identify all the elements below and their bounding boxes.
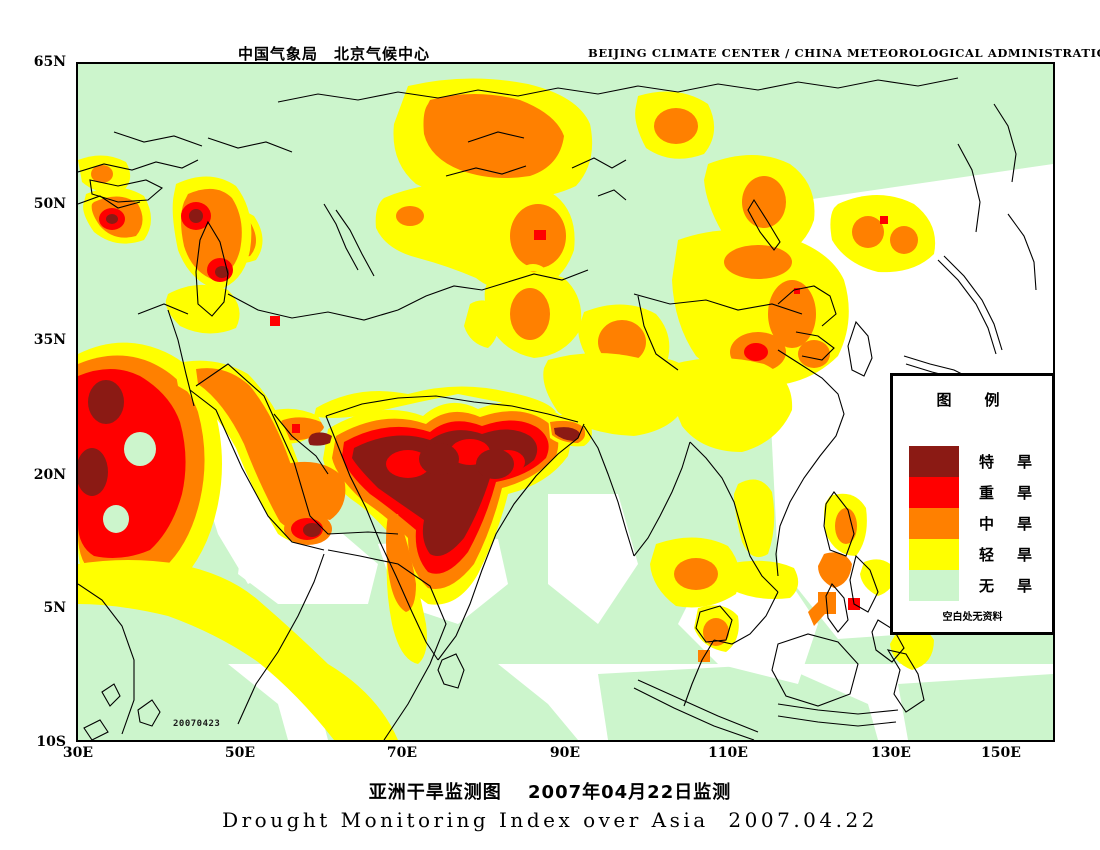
header-agency-english: BEIJING CLIMATE CENTER / CHINA METEOROLO…	[588, 46, 1100, 60]
y-axis-tick-65n: 65N	[33, 54, 66, 70]
y-axis-tick-20n: 20N	[33, 467, 66, 483]
legend-title: 图 例	[936, 391, 1009, 409]
legend-label-moderate: 中 旱	[979, 515, 1037, 533]
footer-title-english: Drought Monitoring Index over Asia 2007.…	[222, 808, 878, 832]
drought-region-north-china	[632, 229, 849, 452]
legend-label-severe: 重 旱	[979, 484, 1037, 502]
x-axis-tick-50e: 50E	[224, 745, 256, 761]
y-axis-tick-10s: 10S	[36, 734, 66, 750]
coastline-layer	[78, 77, 1037, 740]
x-axis-tick-110e: 110E	[708, 745, 748, 761]
drought-region-east-africa	[78, 284, 398, 740]
y-axis-tick-35n: 35N	[33, 332, 66, 348]
drought-region-west-siberia	[393, 78, 715, 198]
footer-title-chinese: 亚洲干旱监测图 2007年04月22日监测	[368, 782, 732, 803]
drought-region-india	[252, 386, 592, 664]
drought-region-caspian	[83, 176, 252, 290]
x-axis-tick-90e: 90E	[549, 745, 581, 761]
map-plot-frame	[76, 62, 1055, 742]
legend-swatch-severe	[909, 477, 959, 508]
legend-item-severe: 重 旱	[909, 477, 1049, 508]
legend-item-extreme: 特 旱	[909, 446, 1049, 477]
legend-item-none: 无 旱	[909, 570, 1049, 601]
legend-swatch-extreme	[909, 446, 959, 477]
x-axis-tick-150e: 150E	[981, 745, 1021, 761]
map-date-stamp: 20070423	[173, 719, 221, 729]
x-axis-tick-70e: 70E	[386, 745, 418, 761]
y-axis-tick-50n: 50N	[33, 196, 66, 212]
legend-item-moderate: 中 旱	[909, 508, 1049, 539]
legend-swatch-moderate	[909, 508, 959, 539]
x-axis-tick-30e: 30E	[62, 745, 94, 761]
legend-label-light: 轻 旱	[979, 546, 1037, 564]
legend-panel: 图 例 特 旱 重 旱 中 旱 轻 旱 无 旱 空	[890, 373, 1055, 635]
legend-label-extreme: 特 旱	[979, 453, 1037, 471]
x-axis-tick-130e: 130E	[871, 745, 911, 761]
header-agency-chinese: 中国气象局 北京气候中心	[238, 45, 431, 63]
legend-swatch-none	[909, 570, 959, 601]
drought-index-heatmap	[78, 64, 1053, 740]
legend-items-list: 特 旱 重 旱 中 旱 轻 旱 无 旱	[909, 446, 1049, 601]
legend-item-light: 轻 旱	[909, 539, 1049, 570]
legend-nodata-note: 空白处无资料	[942, 612, 1003, 623]
drought-region-south-china	[650, 537, 799, 662]
y-axis-tick-5n: 5N	[43, 600, 66, 616]
legend-label-none: 无 旱	[979, 577, 1037, 595]
legend-swatch-light	[909, 539, 959, 570]
